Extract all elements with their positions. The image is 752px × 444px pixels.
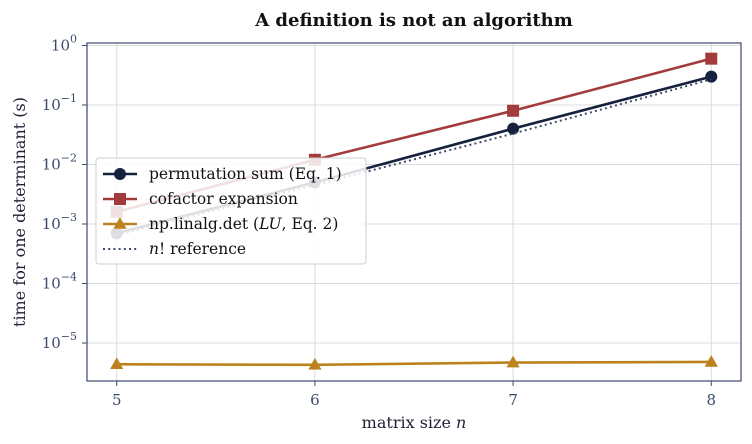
x-tick-label: 5 [112, 391, 122, 409]
data-point [704, 355, 718, 367]
series-line [116, 360, 712, 367]
y-tick-label: 10−3 [42, 211, 77, 233]
legend-label: n! reference [149, 240, 246, 258]
data-point [114, 168, 126, 180]
chart-title: A definition is not an algorithm [254, 10, 573, 31]
y-tick-label: 100 [51, 32, 77, 54]
x-ticks: 5 6 7 8 [112, 381, 716, 409]
x-axis-label: matrix size n [362, 413, 467, 432]
data-point [705, 70, 718, 83]
y-axis-label: time for one determinant (s) [10, 97, 29, 327]
data-point [114, 193, 126, 205]
legend-box [95, 157, 367, 265]
legend-item-3: n! reference [103, 240, 246, 258]
legend-item-0: permutation sum (Eq. 1) [103, 165, 342, 183]
data-point [308, 357, 322, 370]
data-point [507, 104, 520, 117]
legend: permutation sum (Eq. 1) cofactor expansio… [95, 157, 367, 265]
legend-item-2: np.linalg.det (LU, Eq. 2) [103, 215, 338, 233]
y-tick-label: 10−1 [42, 92, 77, 114]
data-point [507, 122, 520, 135]
legend-item-1: cofactor expansion [103, 190, 298, 208]
data-point [506, 355, 520, 368]
y-tick-label: 10−4 [42, 271, 77, 293]
x-tick-label: 7 [508, 391, 518, 409]
y-tick-label: 10−2 [42, 151, 77, 173]
x-tick-label: 8 [706, 391, 716, 409]
plot-frame [86, 42, 742, 382]
y-ticks: 10−5 10−4 10−3 10−2 10−1 100 [42, 32, 87, 352]
legend-label: permutation sum (Eq. 1) [149, 165, 342, 183]
data-point [113, 217, 127, 229]
data-point [705, 52, 718, 65]
legend-label: np.linalg.det (LU, Eq. 2) [149, 215, 338, 233]
legend-label: cofactor expansion [149, 190, 298, 208]
y-tick-label: 10−5 [42, 330, 77, 352]
series-2 [110, 355, 718, 370]
x-tick-label: 6 [310, 391, 320, 409]
data-point [110, 357, 124, 370]
